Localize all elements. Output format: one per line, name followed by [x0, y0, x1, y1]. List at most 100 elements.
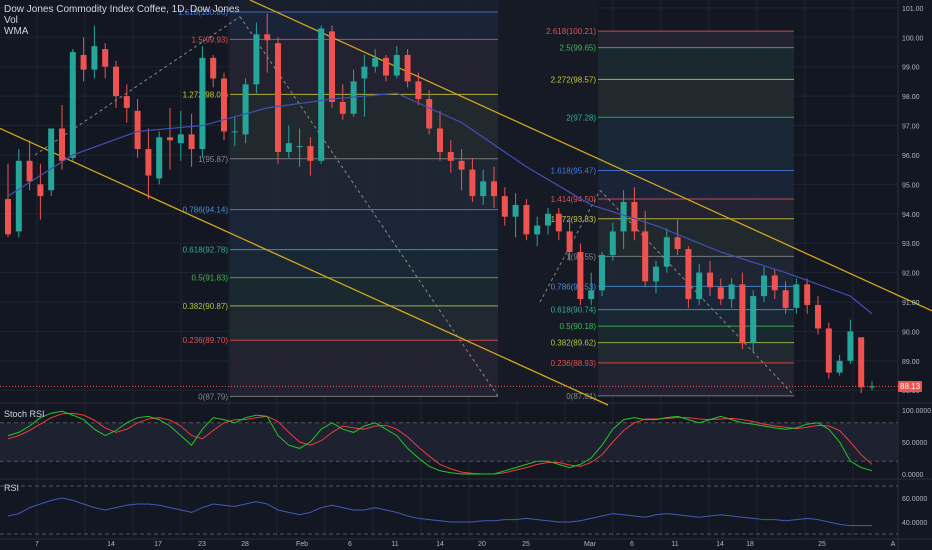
- fib-band: [230, 340, 498, 397]
- rsi-pane: [0, 485, 898, 535]
- candle-body: [437, 128, 443, 152]
- indicator-vol[interactable]: Vol: [4, 15, 18, 26]
- fib-label: 1.5(99.93): [192, 35, 229, 44]
- fib-label: 0.786(91.53): [551, 282, 597, 291]
- candle-body: [728, 284, 735, 300]
- candle-body: [653, 266, 659, 282]
- time-tick-label: Feb: [296, 541, 308, 548]
- fib-label: 1(95.87): [198, 155, 228, 164]
- fib-band: [598, 170, 794, 200]
- price-tick-label: 91.00: [902, 300, 920, 307]
- time-tick-label: 28: [241, 541, 249, 548]
- time-tick-label: 14: [107, 541, 115, 548]
- fib-band: [598, 342, 794, 363]
- stoch-rsi-pane: [0, 410, 898, 475]
- candle-body: [15, 160, 22, 232]
- candle-body: [264, 34, 271, 41]
- time-tick-label: 6: [630, 541, 634, 548]
- candle-body: [577, 252, 584, 300]
- indicator-wma[interactable]: WMA: [4, 26, 29, 37]
- candle-body: [825, 328, 832, 373]
- fib-band: [598, 309, 794, 327]
- time-tick-label: 25: [522, 541, 530, 548]
- fib-band: [598, 326, 794, 343]
- fib-band: [598, 79, 794, 118]
- time-tick-label: 25: [818, 541, 826, 548]
- price-tick-label: 92.00: [902, 271, 920, 278]
- time-tick-label: A: [891, 541, 896, 548]
- time-tick-label: Mar: [584, 541, 597, 548]
- fib-label: 0.618(92.78): [183, 246, 229, 255]
- candle-body: [361, 66, 368, 79]
- channel-upper: [249, 0, 932, 312]
- fib-band: [230, 158, 498, 210]
- price-tick-label: 93.00: [902, 241, 920, 248]
- fib-label: 0.618(90.74): [551, 306, 597, 315]
- rsi-line: [7, 497, 872, 527]
- candle-body: [869, 386, 875, 388]
- stoch-rsi-label[interactable]: Stoch RSI: [4, 409, 45, 419]
- candle-body: [59, 128, 65, 161]
- candle-body: [48, 128, 55, 191]
- price-tick-label: 101.00: [902, 6, 924, 13]
- candle-body: [372, 57, 379, 67]
- fib-label: 0(87.79): [198, 392, 228, 401]
- price-tick-label: 94.00: [902, 212, 920, 219]
- rsi-label[interactable]: RSI: [4, 483, 20, 493]
- candle-body: [307, 146, 314, 161]
- candle-body: [156, 137, 163, 179]
- time-tick-label: 11: [671, 541, 678, 548]
- fib-label: 0.5(91.83): [192, 274, 229, 283]
- stoch-band: [0, 422, 898, 462]
- candle-body: [739, 284, 746, 344]
- candle-body: [620, 202, 627, 232]
- candle-body: [80, 54, 87, 70]
- fib-band: [598, 218, 794, 257]
- chart-legend: Dow Jones Commodity Index Coffee, 1D, Do…: [4, 4, 239, 37]
- fib-label: 1.272(93.83): [551, 215, 597, 224]
- candle-body: [685, 249, 692, 300]
- price-tick-label: 98.00: [902, 94, 920, 101]
- fib-label: 0.236(89.70): [183, 336, 229, 345]
- fib-label: 1.272(98.06): [183, 90, 229, 99]
- fib-label: 0.236(88.93): [551, 359, 597, 368]
- candle-body: [145, 149, 152, 176]
- candles: [5, 13, 875, 394]
- fib-label: 2.618(100.21): [546, 27, 596, 36]
- fib-zones: [230, 0, 794, 402]
- candle-body: [275, 43, 281, 153]
- fib-label: 0(87.81): [566, 392, 596, 401]
- fib-band: [230, 277, 498, 306]
- candle-body: [480, 181, 487, 197]
- axes: 101.00 100.00 99.00 98.00 97.00 96.00 95.00 94.…: [0, 6, 931, 548]
- fib-label: 2(97.28): [566, 113, 596, 122]
- candle-body: [167, 137, 173, 141]
- stoch-tick-label: 100.0000: [902, 408, 931, 415]
- fib-label: 2.5(99.65): [560, 44, 597, 53]
- candle-body: [199, 57, 206, 150]
- chart-title[interactable]: Dow Jones Commodity Index Coffee, 1D, Do…: [4, 4, 240, 15]
- candle-body: [458, 160, 465, 170]
- candle-body: [329, 31, 335, 102]
- rsi-tick-label: 40.0000: [902, 520, 927, 527]
- time-tick-label: 14: [716, 541, 724, 548]
- candle-body: [102, 49, 109, 67]
- candle-body: [69, 52, 76, 158]
- candle-body: [523, 204, 530, 235]
- price-tick-label: 97.00: [902, 124, 920, 131]
- rsi-tick-label: 60.0000: [902, 496, 927, 503]
- candle-body: [793, 284, 800, 308]
- stoch-k-line: [7, 410, 873, 475]
- candle-body: [426, 99, 433, 129]
- time-tick-label: 23: [198, 541, 206, 548]
- candle-body: [847, 331, 854, 361]
- fib-trend-dashed: [239, 16, 499, 397]
- candle-body: [631, 202, 638, 232]
- time-tick-label: 20: [478, 541, 486, 548]
- candle-body: [771, 275, 778, 291]
- fib-label: 1.414(94.50): [551, 195, 597, 204]
- candle-body: [696, 272, 703, 300]
- fib-band: [598, 117, 794, 171]
- candle-body: [609, 231, 616, 255]
